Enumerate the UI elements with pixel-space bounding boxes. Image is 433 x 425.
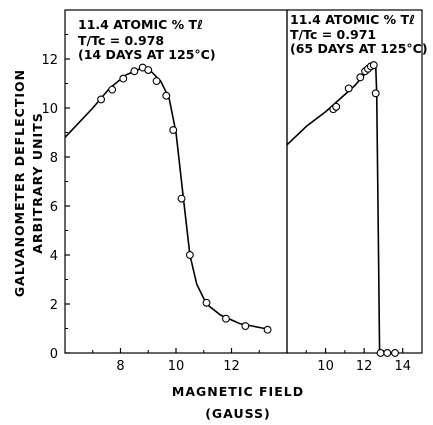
data-point <box>391 349 399 357</box>
y-axis-title-line2: ARBITRARY UNITS <box>30 112 45 253</box>
x-tick-label: 8 <box>116 359 124 374</box>
data-point <box>169 126 178 135</box>
x-tick-label: 12 <box>356 359 373 374</box>
left-annotation-2: T/Tc = 0.978 <box>78 33 164 48</box>
data-point <box>202 298 211 307</box>
y-axis-title-line1: GALVANOMETER DEFLECTION <box>12 69 27 297</box>
x-tick-label: 10 <box>168 359 185 374</box>
data-point <box>177 194 186 203</box>
left-y-axis: 0 2 4 6 8 10 12 <box>41 34 70 362</box>
right-series <box>286 61 399 357</box>
right-annotation-1: 11.4 ATOMIC % Tℓ <box>290 12 415 27</box>
data-point <box>344 84 353 93</box>
y-tick-label: 12 <box>41 53 58 68</box>
data-point <box>162 91 171 100</box>
data-point <box>222 314 230 323</box>
data-point <box>119 74 128 83</box>
x-tick-label: 14 <box>394 359 411 374</box>
data-point <box>371 89 380 98</box>
y-tick-label: 6 <box>50 200 58 215</box>
data-point <box>369 61 378 70</box>
right-annotation-3: (65 DAYS AT 125°C) <box>290 41 428 56</box>
data-point <box>263 325 272 334</box>
x-tick-label: 10 <box>317 359 334 374</box>
data-point <box>144 66 153 74</box>
data-point <box>130 67 139 76</box>
y-tick-label: 0 <box>50 347 58 362</box>
right-annotation-2: T/Tc = 0.971 <box>290 27 376 42</box>
x-axis-title-line2: (GAUSS) <box>205 406 271 421</box>
data-point <box>241 322 250 330</box>
data-point <box>97 95 106 104</box>
x-axis-title-line1: MAGNETIC FIELD <box>172 384 304 399</box>
y-tick-label: 2 <box>50 298 58 313</box>
data-point <box>185 251 194 259</box>
y-tick-label: 10 <box>41 102 58 117</box>
right-panel-frame <box>286 9 423 354</box>
data-point <box>332 102 341 111</box>
data-point <box>356 73 365 82</box>
left-x-axis: 8 10 12 <box>92 348 260 374</box>
data-point <box>376 349 385 357</box>
x-tick-label: 12 <box>223 359 240 374</box>
left-annotation-3: (14 DAYS AT 125°C) <box>78 47 216 62</box>
y-tick-label: 8 <box>50 151 58 166</box>
data-point <box>108 85 117 94</box>
series-line <box>64 67 271 331</box>
left-series <box>64 63 272 334</box>
y-tick-label: 4 <box>50 249 58 264</box>
data-point <box>383 349 392 357</box>
data-point <box>152 77 161 86</box>
right-x-axis: 10 12 14 <box>305 348 411 374</box>
left-annotation-1: 11.4 ATOMIC % Tℓ <box>78 17 203 32</box>
